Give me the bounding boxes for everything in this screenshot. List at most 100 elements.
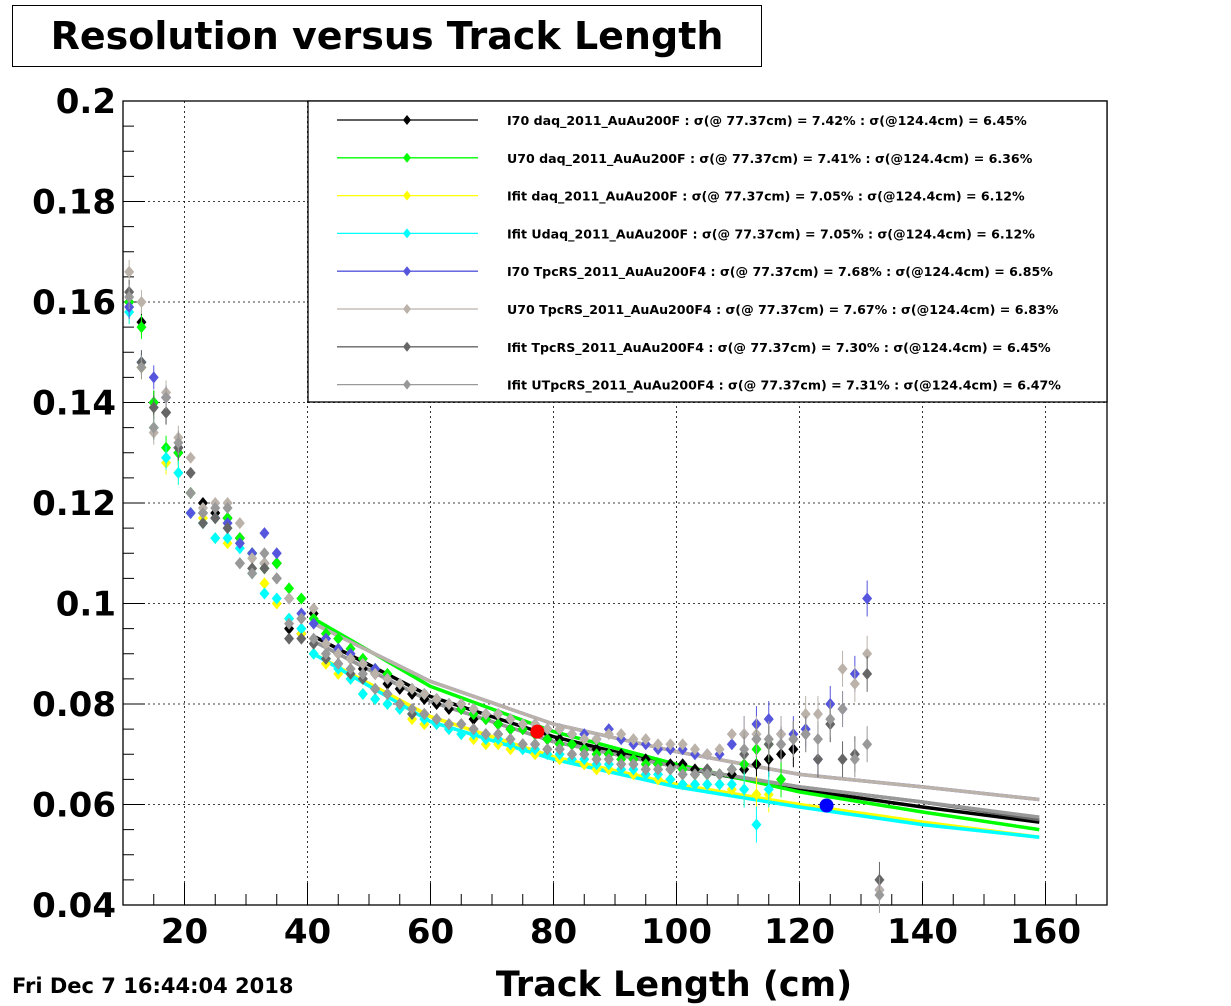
data-point <box>714 743 725 756</box>
data-point <box>259 577 270 590</box>
legend-entry: U70 daq_2011_AuAu200F : σ(@ 77.37cm) = 7… <box>507 151 1033 167</box>
y-tick-label: 0.1 <box>56 585 116 625</box>
data-point <box>210 512 221 525</box>
data-point <box>357 687 368 700</box>
data-point <box>382 698 393 710</box>
data-point <box>726 778 737 791</box>
data-point <box>517 738 528 751</box>
data-point <box>591 753 602 766</box>
data-point <box>616 758 627 771</box>
x-tick-label: 40 <box>284 912 331 952</box>
data-point <box>148 421 159 434</box>
data-point <box>320 647 331 660</box>
data-point <box>456 728 467 741</box>
data-point <box>677 768 688 781</box>
data-point <box>505 733 516 746</box>
data-point <box>407 682 418 695</box>
legend-marker <box>403 304 411 314</box>
data-point <box>210 502 221 515</box>
data-point <box>296 622 307 635</box>
data-point <box>726 728 737 741</box>
data-point <box>357 667 368 680</box>
data-point <box>603 728 614 741</box>
y-tick-label: 0.12 <box>32 484 116 524</box>
data-point <box>480 708 491 721</box>
data-point <box>628 758 639 771</box>
fit-curve <box>312 634 1040 824</box>
x-axis-title: Track Length (cm) <box>496 965 852 1005</box>
data-point <box>234 537 245 550</box>
data-point <box>296 632 307 645</box>
data-point <box>653 738 664 751</box>
data-point <box>763 713 774 726</box>
data-point <box>825 713 836 726</box>
data-point <box>689 778 700 791</box>
data-point <box>812 753 823 766</box>
data-point <box>271 572 282 585</box>
axis-ticks <box>122 100 1108 906</box>
fit-curve <box>312 652 1040 839</box>
data-point <box>148 371 159 384</box>
data-point <box>542 743 553 756</box>
data-point <box>862 667 873 680</box>
data-point <box>222 522 233 535</box>
chart-title-box: Resolution versus Track Length <box>12 5 762 67</box>
data-point <box>333 632 344 645</box>
data-point <box>665 763 676 776</box>
data-point <box>296 592 307 605</box>
data-point <box>714 778 725 791</box>
data-point <box>124 290 135 303</box>
data-point <box>419 708 430 721</box>
data-point <box>566 748 577 761</box>
data-point <box>505 723 516 736</box>
data-point <box>148 401 159 414</box>
data-point <box>185 507 196 520</box>
data-point <box>333 647 344 660</box>
data-point <box>185 466 196 479</box>
data-point <box>247 567 258 580</box>
legend-marker <box>403 115 411 125</box>
fit-curves <box>312 617 1040 839</box>
fit-curve <box>312 639 1040 819</box>
fit-curve <box>312 622 1040 802</box>
data-point <box>161 451 172 464</box>
data-point <box>161 391 172 404</box>
data-point <box>579 748 590 761</box>
data-point <box>726 738 737 751</box>
data-point <box>493 718 504 731</box>
x-tick-label: 140 <box>887 912 958 952</box>
data-point <box>812 733 823 746</box>
y-tick-label: 0.14 <box>32 384 116 424</box>
y-tick-label: 0.06 <box>32 786 116 826</box>
legend-marker <box>403 190 411 201</box>
data-point <box>456 718 467 731</box>
chart-title: Resolution versus Track Length <box>50 14 724 58</box>
highlight-marker <box>530 724 545 739</box>
data-point <box>370 682 381 695</box>
data-point <box>197 507 208 520</box>
data-point <box>136 361 147 374</box>
timestamp-label: Fri Dec 7 16:44:04 2018 <box>12 974 294 998</box>
data-point <box>333 657 344 670</box>
data-point <box>136 296 147 308</box>
data-point <box>284 632 295 645</box>
data-point <box>185 451 196 464</box>
legend: I70 daq_2011_AuAu200F : σ(@ 77.37cm) = 7… <box>307 100 1108 403</box>
data-point <box>542 723 553 736</box>
data-point <box>308 632 319 645</box>
legend-marker <box>403 228 411 239</box>
data-point <box>370 667 381 680</box>
data-point <box>800 728 811 741</box>
data-point <box>677 778 688 791</box>
data-point <box>259 587 270 600</box>
data-point <box>345 652 356 665</box>
x-tick-label: 60 <box>407 912 454 952</box>
data-point <box>862 738 873 751</box>
data-point <box>493 728 504 741</box>
data-point <box>837 703 848 716</box>
data-point <box>616 728 627 741</box>
data-point <box>493 708 504 721</box>
data-point <box>382 687 393 700</box>
data-point <box>554 743 565 756</box>
data-point <box>640 763 651 776</box>
